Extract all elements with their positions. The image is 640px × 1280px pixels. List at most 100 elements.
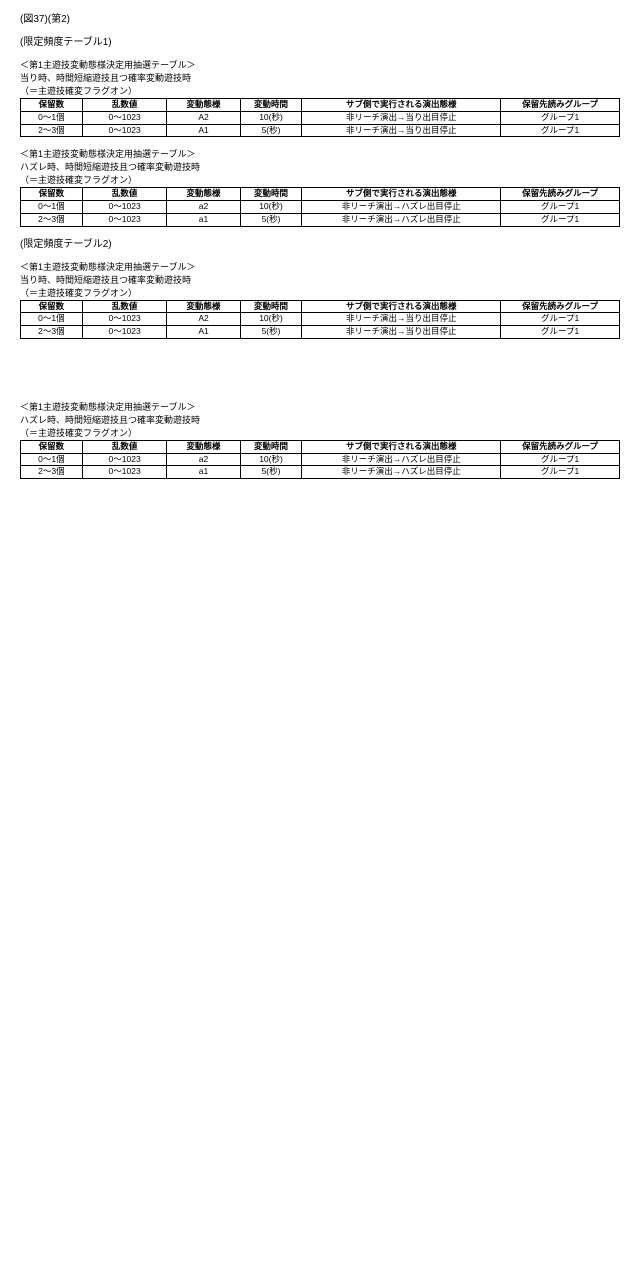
table-row: 0～1個0～1023a210(秒)非リーチ演出→ハズレ出目停止グループ1 [21, 201, 620, 214]
table-header: 乱数値 [82, 99, 167, 112]
col-L1b: ＜第1主遊技変動態様決定用抽選テーブル＞ ハズレ時、時間短縮遊技且つ確率変動遊技… [20, 143, 620, 226]
table-cell: 10(秒) [240, 201, 302, 214]
table-header: 保留先読みグループ [501, 300, 620, 313]
table-header: 変動時間 [240, 300, 302, 313]
table-header: 変動態様 [167, 188, 240, 201]
title-L1b: ＜第1主遊技変動態様決定用抽選テーブル＞ ハズレ時、時間短縮遊技且つ確率変動遊技… [20, 147, 620, 186]
table-cell: 10(秒) [240, 111, 302, 124]
table-L1b: 保留数乱数値変動態様変動時間サブ側で実行される演出態様保留先読みグループ0～1個… [20, 187, 620, 226]
table-cell: グループ1 [501, 124, 620, 137]
table-cell: A2 [167, 111, 240, 124]
table-L2b: 保留数乱数値変動態様変動時間サブ側で実行される演出態様保留先読みグループ0～1個… [20, 440, 620, 479]
table-cell: 5(秒) [240, 213, 302, 226]
table-cell: 非リーチ演出→当り出目停止 [302, 124, 501, 137]
table-cell: 非リーチ演出→ハズレ出目停止 [302, 201, 501, 214]
table-header: 乱数値 [82, 440, 167, 453]
table-cell: グループ1 [501, 111, 620, 124]
section-1-row-b: ＜第1主遊技変動態様決定用抽選テーブル＞ ハズレ時、時間短縮遊技且つ確率変動遊技… [20, 143, 640, 226]
table-cell: A1 [167, 326, 240, 339]
col-L2a: ＜第1主遊技変動態様決定用抽選テーブル＞ 当り時、時間短縮遊技且つ確率変動遊技時… [20, 256, 620, 390]
table-cell: グループ1 [501, 213, 620, 226]
figure-number: (図37)(第2) [20, 10, 640, 25]
table-header: 保留先読みグループ [501, 99, 620, 112]
table-cell: グループ1 [501, 313, 620, 326]
table-header: 変動時間 [240, 440, 302, 453]
table-L2a: 保留数乱数値変動態様変動時間サブ側で実行される演出態様保留先読みグループ0～1個… [20, 300, 620, 339]
section-1-row-a: ＜第1主遊技変動態様決定用抽選テーブル＞ 当り時、時間短縮遊技且つ確率変動遊技時… [20, 54, 640, 137]
table-header: サブ側で実行される演出態様 [302, 188, 501, 201]
table-row: 0～1個0～1023a210(秒)非リーチ演出→ハズレ出目停止グループ1 [21, 453, 620, 466]
col-L2b: ＜第1主遊技変動態様決定用抽選テーブル＞ ハズレ時、時間短縮遊技且つ確率変動遊技… [20, 396, 620, 544]
table-header: 変動態様 [167, 440, 240, 453]
table-cell: 2～3個 [21, 326, 83, 339]
title-L1a: ＜第1主遊技変動態様決定用抽選テーブル＞ 当り時、時間短縮遊技且つ確率変動遊技時… [20, 58, 620, 97]
section-2-row-b: ＜第1主遊技変動態様決定用抽選テーブル＞ ハズレ時、時間短縮遊技且つ確率変動遊技… [20, 396, 640, 544]
table-L1a: 保留数乱数値変動態様変動時間サブ側で実行される演出態様保留先読みグループ0～1個… [20, 98, 620, 137]
table-cell: a2 [167, 453, 240, 466]
table-cell: 2～3個 [21, 466, 83, 479]
table-header: 変動態様 [167, 300, 240, 313]
table-row: 2～3個0～1023a15(秒)非リーチ演出→ハズレ出目停止グループ1 [21, 466, 620, 479]
table-cell: 10(秒) [240, 453, 302, 466]
table-cell: 2～3個 [21, 124, 83, 137]
title-L2b: ＜第1主遊技変動態様決定用抽選テーブル＞ ハズレ時、時間短縮遊技且つ確率変動遊技… [20, 400, 620, 439]
table-header: サブ側で実行される演出態様 [302, 99, 501, 112]
table-cell: グループ1 [501, 466, 620, 479]
table-header: 変動時間 [240, 99, 302, 112]
page-sheet: (図37)(第2) (限定頻度テーブル1) ＜第1主遊技変動態様決定用抽選テーブ… [20, 10, 640, 630]
table-cell: A2 [167, 313, 240, 326]
table-cell: 5(秒) [240, 326, 302, 339]
table-cell: 5(秒) [240, 124, 302, 137]
table-cell: 0～1023 [82, 111, 167, 124]
table-header: 変動時間 [240, 188, 302, 201]
table-cell: 2～3個 [21, 213, 83, 226]
table-cell: 0～1個 [21, 201, 83, 214]
table-header: 保留先読みグループ [501, 188, 620, 201]
table-row: 0～1個0～1023A210(秒)非リーチ演出→当り出目停止グループ1 [21, 111, 620, 124]
table-cell: グループ1 [501, 201, 620, 214]
table-cell: 非リーチ演出→当り出目停止 [302, 313, 501, 326]
table-row: 0～1個0～1023A210(秒)非リーチ演出→当り出目停止グループ1 [21, 313, 620, 326]
table-header: サブ側で実行される演出態様 [302, 300, 501, 313]
table-cell: A1 [167, 124, 240, 137]
title-L2a: ＜第1主遊技変動態様決定用抽選テーブル＞ 当り時、時間短縮遊技且つ確率変動遊技時… [20, 260, 620, 299]
table-header: 乱数値 [82, 300, 167, 313]
table-cell: 非リーチ演出→当り出目停止 [302, 326, 501, 339]
table-cell: 0～1個 [21, 313, 83, 326]
table-cell: 非リーチ演出→当り出目停止 [302, 111, 501, 124]
table-cell: 0～1023 [82, 201, 167, 214]
table-cell: 非リーチ演出→ハズレ出目停止 [302, 453, 501, 466]
table-row: 2～3個0～1023A15(秒)非リーチ演出→当り出目停止グループ1 [21, 326, 620, 339]
section-2-row-a: ＜第1主遊技変動態様決定用抽選テーブル＞ 当り時、時間短縮遊技且つ確率変動遊技時… [20, 256, 640, 390]
table-cell: 0～1023 [82, 124, 167, 137]
table-cell: 10(秒) [240, 313, 302, 326]
table-cell: a1 [167, 466, 240, 479]
table-header: 保留数 [21, 440, 83, 453]
table-cell: a1 [167, 213, 240, 226]
table-header: 変動態様 [167, 99, 240, 112]
table-cell: 0～1023 [82, 326, 167, 339]
table-cell: 0～1023 [82, 213, 167, 226]
table-header: 保留数 [21, 99, 83, 112]
table-cell: 非リーチ演出→ハズレ出目停止 [302, 213, 501, 226]
table-cell: 0～1023 [82, 453, 167, 466]
table-header: 保留数 [21, 300, 83, 313]
table-cell: 0～1023 [82, 313, 167, 326]
table-header: サブ側で実行される演出態様 [302, 440, 501, 453]
section-2-label: (限定頻度テーブル2) [20, 235, 640, 250]
table-cell: 0～1個 [21, 453, 83, 466]
table-header: 保留先読みグループ [501, 440, 620, 453]
table-row: 2～3個0～1023A15(秒)非リーチ演出→当り出目停止グループ1 [21, 124, 620, 137]
table-cell: 5(秒) [240, 466, 302, 479]
table-header: 保留数 [21, 188, 83, 201]
table-cell: a2 [167, 201, 240, 214]
table-cell: グループ1 [501, 326, 620, 339]
table-cell: 0～1023 [82, 466, 167, 479]
table-cell: グループ1 [501, 453, 620, 466]
table-header: 乱数値 [82, 188, 167, 201]
table-cell: 非リーチ演出→ハズレ出目停止 [302, 466, 501, 479]
col-L1a: ＜第1主遊技変動態様決定用抽選テーブル＞ 当り時、時間短縮遊技且つ確率変動遊技時… [20, 54, 620, 137]
table-cell: 0～1個 [21, 111, 83, 124]
table-row: 2～3個0～1023a15(秒)非リーチ演出→ハズレ出目停止グループ1 [21, 213, 620, 226]
section-1-label: (限定頻度テーブル1) [20, 33, 640, 48]
